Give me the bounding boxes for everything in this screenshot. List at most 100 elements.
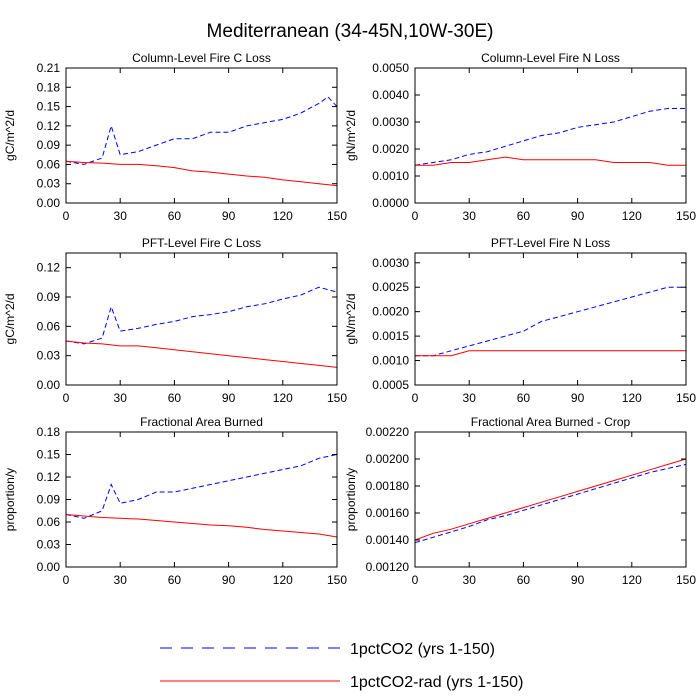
panel-4: Fractional Area Burned proportion/y 0 30 60 9… bbox=[3, 415, 347, 587]
panel-title: PFT-Level Fire N Loss bbox=[491, 236, 610, 250]
x-tick-label: 0 bbox=[412, 573, 419, 587]
series-line-1pctco2 bbox=[65, 454, 338, 519]
x-tick-label: 90 bbox=[222, 573, 236, 587]
series-line-1pctco2 bbox=[414, 463, 687, 544]
y-tick-label: 0.00220 bbox=[366, 425, 410, 439]
y-tick-label: 0.09 bbox=[37, 290, 61, 304]
y-tick-label: 0.12 bbox=[37, 119, 61, 133]
x-tick-label: 60 bbox=[168, 573, 182, 587]
x-tick-label: 30 bbox=[463, 391, 477, 405]
plot-frame bbox=[65, 431, 338, 568]
series-line-1pctco2-rad bbox=[415, 156, 686, 166]
plot-frame bbox=[65, 252, 338, 386]
x-tick-label: 150 bbox=[676, 209, 696, 223]
series-line-1pctco2-rad bbox=[65, 340, 338, 368]
panel-1: Column-Level Fire N Loss gN/m^2/d 0 30 60 90 1… bbox=[344, 51, 696, 223]
y-tick-label: 0.00180 bbox=[366, 479, 410, 493]
y-tick-label: 0.09 bbox=[37, 493, 61, 507]
panel-5: Fractional Area Burned - Crop proportion/… bbox=[344, 415, 696, 587]
y-tick-label: 0.03 bbox=[37, 538, 61, 552]
y-tick-label: 0.0010 bbox=[372, 169, 409, 183]
y-tick-label: 0.0040 bbox=[372, 88, 409, 102]
series-line-1pctco2 bbox=[414, 108, 686, 166]
x-tick-label: 60 bbox=[168, 391, 182, 405]
y-tick-label: 0.0000 bbox=[372, 196, 409, 210]
plot-frame bbox=[414, 431, 687, 568]
y-tick-label: 0.06 bbox=[37, 157, 61, 171]
x-tick-label: 90 bbox=[222, 209, 236, 223]
y-tick-label: 0.00120 bbox=[366, 560, 410, 574]
x-tick-label: 30 bbox=[114, 391, 128, 405]
y-tick-label: 0.00200 bbox=[366, 452, 410, 466]
series-line-1pctco2-rad bbox=[415, 350, 686, 357]
y-tick-label: 0.0025 bbox=[372, 280, 409, 294]
y-tick-label: 0.00140 bbox=[366, 533, 410, 547]
x-tick-label: 150 bbox=[327, 573, 347, 587]
plot-frame bbox=[414, 252, 687, 386]
x-tick-label: 0 bbox=[412, 391, 419, 405]
y-axis-label: gC/m^2/d bbox=[3, 110, 17, 161]
y-tick-label: 0.00 bbox=[37, 196, 61, 210]
y-tick-label: 0.03 bbox=[37, 349, 61, 363]
x-tick-label: 60 bbox=[517, 209, 531, 223]
series-line-1pctco2 bbox=[65, 286, 338, 345]
x-tick-label: 90 bbox=[222, 391, 236, 405]
plot-frame bbox=[65, 67, 338, 204]
legend-label-1pctco2: 1pctCO2 (yrs 1-150) bbox=[350, 641, 495, 658]
y-axis-label: proportion/y bbox=[344, 468, 358, 531]
y-axis-label: proportion/y bbox=[3, 468, 17, 531]
x-tick-label: 120 bbox=[622, 209, 642, 223]
panel-title: PFT-Level Fire C Loss bbox=[142, 236, 261, 250]
panel-2: PFT-Level Fire C Loss gC/m^2/d 0 30 60 90 120 1… bbox=[3, 236, 347, 405]
figure-title: Mediterranean (34-45N,10W-30E) bbox=[207, 21, 494, 42]
series-line-1pctco2 bbox=[415, 286, 686, 357]
panel-0: Column-Level Fire C Loss gC/m^2/d 0 30 60 90 1… bbox=[3, 51, 347, 223]
y-tick-label: 0.21 bbox=[37, 61, 61, 75]
y-tick-label: 0.0010 bbox=[372, 354, 409, 368]
y-tick-label: 0.15 bbox=[37, 100, 61, 114]
x-tick-label: 60 bbox=[517, 573, 531, 587]
y-tick-label: 0.0030 bbox=[372, 256, 409, 270]
x-tick-label: 120 bbox=[622, 573, 642, 587]
panels: Column-Level Fire C Loss gC/m^2/d 0 30 60 90 1… bbox=[3, 51, 696, 587]
y-tick-label: 0.06 bbox=[37, 319, 61, 333]
series-line-1pctco2-rad bbox=[414, 458, 687, 541]
x-tick-label: 120 bbox=[273, 573, 293, 587]
x-tick-label: 150 bbox=[676, 391, 696, 405]
y-tick-label: 0.0050 bbox=[372, 61, 409, 75]
panel-3: PFT-Level Fire N Loss gN/m^2/d 0 30 60 90 120 1… bbox=[344, 236, 696, 405]
y-axis-label: gN/m^2/d bbox=[344, 294, 358, 345]
series-line-1pctco2-rad bbox=[65, 514, 338, 538]
series-line-1pctco2-rad bbox=[65, 160, 338, 187]
x-tick-label: 60 bbox=[517, 391, 531, 405]
x-tick-label: 0 bbox=[412, 209, 419, 223]
x-tick-label: 120 bbox=[622, 391, 642, 405]
x-tick-label: 0 bbox=[63, 391, 70, 405]
panel-title: Column-Level Fire N Loss bbox=[481, 51, 620, 65]
x-tick-label: 30 bbox=[463, 209, 477, 223]
x-tick-label: 150 bbox=[676, 573, 696, 587]
x-tick-label: 120 bbox=[273, 391, 293, 405]
y-tick-label: 0.00 bbox=[37, 560, 61, 574]
y-tick-label: 0.18 bbox=[37, 425, 61, 439]
y-tick-label: 0.12 bbox=[37, 470, 61, 484]
y-tick-label: 0.0020 bbox=[372, 305, 409, 319]
panel-title: Fractional Area Burned - Crop bbox=[471, 415, 631, 429]
y-tick-label: 0.0020 bbox=[372, 142, 409, 156]
y-tick-label: 0.00 bbox=[37, 378, 61, 392]
y-tick-label: 0.0015 bbox=[372, 329, 409, 343]
legend: 1pctCO2 (yrs 1-150) 1pctCO2-rad (yrs 1-1… bbox=[160, 641, 523, 691]
panel-title: Column-Level Fire C Loss bbox=[132, 51, 271, 65]
y-axis-label: gN/m^2/d bbox=[344, 110, 358, 161]
x-tick-label: 30 bbox=[114, 209, 128, 223]
y-tick-label: 0.0030 bbox=[372, 115, 409, 129]
y-tick-label: 0.09 bbox=[37, 138, 61, 152]
x-tick-label: 90 bbox=[571, 391, 585, 405]
x-tick-label: 120 bbox=[273, 209, 293, 223]
y-axis-label: gC/m^2/d bbox=[3, 294, 17, 345]
x-tick-label: 60 bbox=[168, 209, 182, 223]
plot-frame bbox=[414, 67, 687, 204]
y-tick-label: 0.03 bbox=[37, 177, 61, 191]
series-line-1pctco2 bbox=[65, 96, 338, 165]
